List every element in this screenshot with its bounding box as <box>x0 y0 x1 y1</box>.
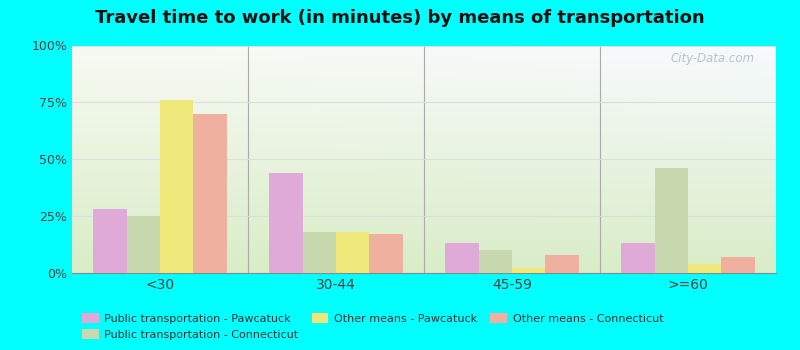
Bar <box>336 232 370 273</box>
Bar <box>160 100 194 273</box>
Bar <box>621 244 654 273</box>
Bar <box>478 250 512 273</box>
Text: City-Data.com: City-Data.com <box>670 52 755 65</box>
Bar <box>512 268 546 273</box>
Bar <box>302 232 336 273</box>
Bar <box>194 114 227 273</box>
Bar <box>269 173 302 273</box>
Bar <box>546 255 579 273</box>
Bar <box>93 209 126 273</box>
Bar <box>445 244 478 273</box>
Bar <box>126 216 160 273</box>
Bar <box>370 234 403 273</box>
Legend: Public transportation - Pawcatuck, Public transportation - Connecticut, Other me: Public transportation - Pawcatuck, Publi… <box>78 308 668 344</box>
Text: Travel time to work (in minutes) by means of transportation: Travel time to work (in minutes) by mean… <box>95 9 705 27</box>
Bar <box>688 264 722 273</box>
Bar <box>722 257 755 273</box>
Bar <box>654 168 688 273</box>
